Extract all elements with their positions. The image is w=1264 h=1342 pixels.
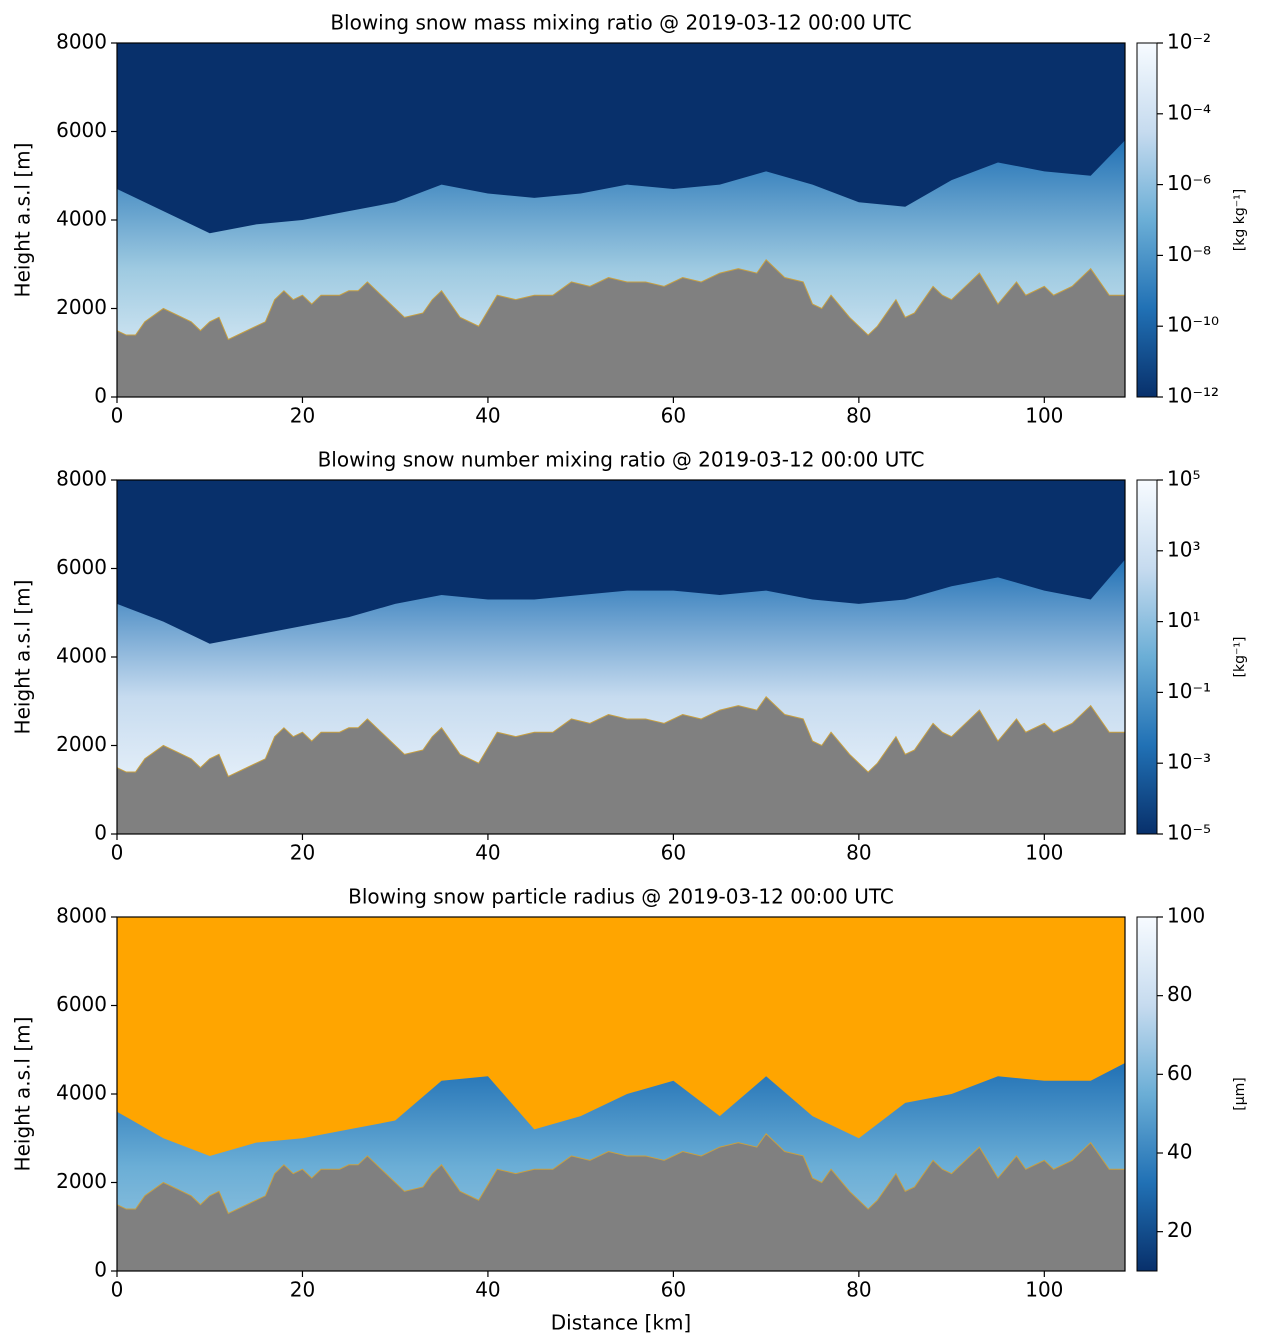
colorbar-tick-label: 20 <box>1167 1218 1192 1242</box>
chart-title: Blowing snow number mixing ratio @ 2019-… <box>318 448 925 472</box>
colorbar-tick-label: 10⁻¹ <box>1167 679 1211 703</box>
colorbar-tick-label: 60 <box>1167 1061 1192 1085</box>
x-tick-label: 80 <box>846 1278 871 1302</box>
x-tick-label: 60 <box>661 404 686 428</box>
x-tick-label: 80 <box>846 841 871 865</box>
y-tick-label: 0 <box>94 384 107 408</box>
x-tick-label: 40 <box>475 404 500 428</box>
y-tick-label: 2000 <box>56 295 107 319</box>
y-tick-label: 4000 <box>56 1081 107 1105</box>
x-tick-label: 20 <box>290 404 315 428</box>
colorbar-tick-label: 10⁻⁸ <box>1167 242 1211 266</box>
colorbar-tick-label: 10⁻⁵ <box>1167 821 1211 845</box>
y-tick-label: 2000 <box>56 732 107 756</box>
colorbar-tick-label: 10⁻⁶ <box>1167 171 1211 195</box>
y-axis-label: Height a.s.l [m] <box>11 580 35 735</box>
x-tick-label: 40 <box>475 1278 500 1302</box>
y-tick-label: 6000 <box>56 555 107 579</box>
x-tick-label: 20 <box>290 841 315 865</box>
x-tick-label: 0 <box>111 841 124 865</box>
colorbar <box>1136 916 1158 1272</box>
colorbar-tick-label: 10⁻¹² <box>1167 384 1219 408</box>
colorbar-tick-label: 10⁵ <box>1167 467 1200 491</box>
colorbar-tick-label: 10⁻³ <box>1167 750 1211 774</box>
x-tick-label: 60 <box>661 1278 686 1302</box>
x-tick-label: 100 <box>1025 1278 1063 1302</box>
y-tick-label: 8000 <box>56 904 107 928</box>
colorbar-label: [μm] <box>1232 1077 1248 1110</box>
colorbar-tick-label: 10⁻¹⁰ <box>1167 313 1219 337</box>
colorbar-label: [kg⁻¹] <box>1232 637 1248 678</box>
colorbar-tick-label: 10⁻⁴ <box>1167 100 1211 124</box>
y-tick-label: 0 <box>94 821 107 845</box>
x-axis-label: Distance [km] <box>551 1311 691 1335</box>
y-tick-label: 8000 <box>56 30 107 54</box>
x-tick-label: 40 <box>475 841 500 865</box>
colorbar-tick-label: 80 <box>1167 982 1192 1006</box>
y-axis-label: Height a.s.l [m] <box>11 1017 35 1172</box>
chart-title: Blowing snow particle radius @ 2019-03-1… <box>348 885 894 909</box>
y-tick-label: 8000 <box>56 467 107 491</box>
colorbar-tick-label: 100 <box>1167 904 1205 928</box>
x-tick-label: 0 <box>111 404 124 428</box>
x-tick-label: 0 <box>111 1278 124 1302</box>
y-tick-label: 0 <box>94 1258 107 1282</box>
y-tick-label: 4000 <box>56 644 107 668</box>
x-tick-label: 60 <box>661 841 686 865</box>
y-axis-label: Height a.s.l [m] <box>11 143 35 298</box>
colorbar-tick-label: 10¹ <box>1167 608 1200 632</box>
chart-title: Blowing snow mass mixing ratio @ 2019-03… <box>330 11 911 35</box>
y-tick-label: 6000 <box>56 992 107 1016</box>
terrain <box>116 696 1126 835</box>
colorbar-label: [kg kg⁻¹] <box>1232 189 1248 251</box>
terrain <box>116 259 1126 398</box>
colorbar-tick-label: 10³ <box>1167 537 1200 561</box>
terrain <box>116 1133 1126 1272</box>
y-tick-label: 2000 <box>56 1169 107 1193</box>
x-tick-label: 80 <box>846 404 871 428</box>
colorbar <box>1136 42 1158 398</box>
x-tick-label: 20 <box>290 1278 315 1302</box>
colorbar-tick-label: 40 <box>1167 1140 1192 1164</box>
x-tick-label: 100 <box>1025 404 1063 428</box>
y-tick-label: 6000 <box>56 118 107 142</box>
colorbar <box>1136 479 1158 835</box>
colorbar-tick-label: 10⁻² <box>1167 30 1211 54</box>
y-tick-label: 4000 <box>56 207 107 231</box>
x-tick-label: 100 <box>1025 841 1063 865</box>
